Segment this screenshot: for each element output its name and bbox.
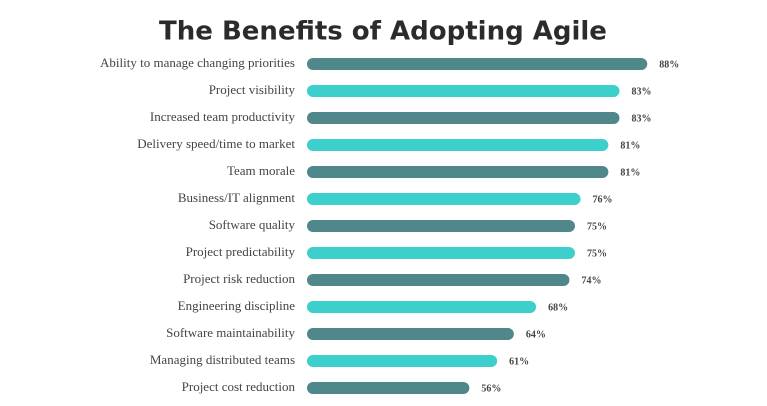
category-label: Delivery speed/time to market bbox=[137, 136, 295, 151]
category-label: Software quality bbox=[209, 217, 296, 232]
category-label: Project cost reduction bbox=[182, 379, 296, 394]
bar bbox=[307, 166, 609, 178]
bar bbox=[307, 382, 470, 394]
category-label: Project predictability bbox=[186, 244, 296, 259]
value-label: 75% bbox=[587, 248, 607, 259]
value-label: 56% bbox=[481, 383, 501, 394]
category-label: Engineering discipline bbox=[178, 298, 296, 313]
bar bbox=[307, 355, 498, 367]
category-label: Project visibility bbox=[209, 82, 296, 97]
value-label: 88% bbox=[659, 59, 679, 70]
value-label: 81% bbox=[620, 167, 640, 178]
value-label: 75% bbox=[587, 221, 607, 232]
category-label: Ability to manage changing priorities bbox=[100, 55, 295, 70]
bar bbox=[307, 139, 609, 151]
chart-title: The Benefits of Adopting Agile bbox=[159, 17, 607, 47]
bar bbox=[307, 247, 575, 259]
bar bbox=[307, 328, 514, 340]
value-label: 83% bbox=[631, 86, 651, 97]
category-label: Increased team productivity bbox=[150, 109, 296, 124]
category-label: Managing distributed teams bbox=[150, 352, 295, 367]
bar bbox=[307, 85, 620, 97]
bar bbox=[307, 220, 575, 232]
bar bbox=[307, 193, 581, 205]
value-label: 81% bbox=[620, 140, 640, 151]
category-label: Software maintainability bbox=[166, 325, 295, 340]
category-label: Business/IT alignment bbox=[178, 190, 296, 205]
bar bbox=[307, 58, 648, 70]
value-label: 76% bbox=[593, 194, 613, 205]
value-label: 83% bbox=[631, 113, 651, 124]
value-label: 61% bbox=[509, 356, 529, 367]
bar bbox=[307, 301, 537, 313]
bar bbox=[307, 112, 620, 124]
category-label: Project risk reduction bbox=[183, 271, 295, 286]
value-label: 68% bbox=[548, 302, 568, 313]
value-label: 64% bbox=[526, 329, 546, 340]
bar bbox=[307, 274, 570, 286]
value-label: 74% bbox=[581, 275, 601, 286]
category-label: Team morale bbox=[227, 163, 295, 178]
